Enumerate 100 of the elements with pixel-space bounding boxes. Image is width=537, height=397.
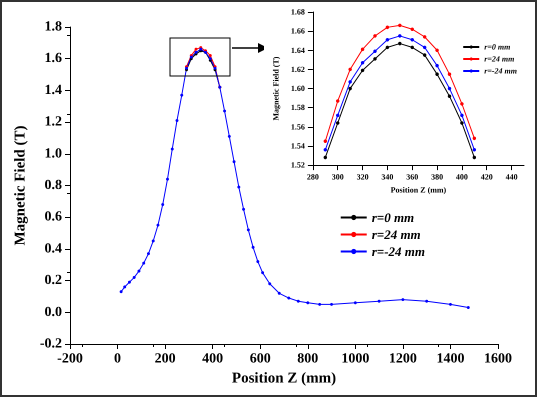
- y-tick-label: 0.2: [44, 273, 62, 288]
- point: [422, 35, 426, 39]
- point: [472, 136, 476, 140]
- point: [401, 298, 404, 302]
- point: [324, 148, 328, 152]
- y-tick-label: 0.4: [44, 241, 62, 256]
- point: [460, 114, 464, 118]
- legend-label: r=24 mm: [372, 227, 421, 242]
- point: [156, 224, 160, 227]
- point: [448, 94, 452, 98]
- point: [373, 34, 377, 38]
- x-tick-label: 800: [297, 352, 318, 366]
- point: [132, 276, 136, 279]
- point: [142, 262, 146, 265]
- y-tick-label: 0.0: [44, 304, 62, 320]
- point: [296, 300, 300, 303]
- legend-label: r=-24 mm: [484, 66, 517, 76]
- y-tick-label: 1.52: [290, 160, 305, 170]
- legend-label: r=-24 mm: [372, 244, 426, 259]
- point: [336, 114, 340, 118]
- y-tick-label: 1.4: [44, 82, 62, 98]
- point: [386, 46, 390, 50]
- x-tick-label: 320: [356, 172, 369, 182]
- point: [336, 121, 340, 125]
- y-tick-label: 1.8: [44, 20, 62, 34]
- y-tick-label: -0.2: [40, 336, 62, 352]
- y-tick-label: 0.8: [44, 178, 62, 193]
- point: [146, 252, 150, 256]
- y-tick-label: 1.56: [290, 122, 305, 132]
- y-tick-label: 1.60: [290, 84, 305, 94]
- point: [386, 38, 390, 42]
- point: [256, 260, 260, 264]
- point: [435, 64, 439, 68]
- x-tick-label: 280: [306, 172, 319, 182]
- x-tick-label: 360: [406, 172, 418, 182]
- point: [318, 302, 322, 306]
- point: [161, 203, 164, 206]
- y-tick-label: 1.66: [290, 26, 305, 36]
- point: [170, 148, 174, 151]
- point: [237, 186, 240, 189]
- point: [448, 302, 452, 306]
- point: [398, 24, 402, 28]
- point: [425, 300, 428, 303]
- point: [306, 301, 310, 304]
- legend-label: r=24 mm: [484, 54, 514, 64]
- point: [278, 292, 281, 295]
- y-tick-label: 1.2: [44, 114, 62, 130]
- point: [252, 246, 255, 249]
- point: [166, 178, 169, 181]
- x-tick-label: 600: [250, 352, 271, 366]
- legend-label: r=0 mm: [372, 210, 414, 225]
- point: [386, 26, 390, 30]
- y-tick-label: 0.6: [44, 210, 62, 225]
- point: [348, 80, 352, 84]
- y-tick-label: 1.58: [290, 103, 305, 112]
- point: [242, 208, 246, 211]
- point: [324, 139, 328, 143]
- point: [398, 34, 402, 38]
- point: [373, 49, 377, 53]
- point: [472, 148, 476, 152]
- x-tick-label: 1600: [484, 352, 512, 366]
- point: [152, 239, 155, 242]
- point: [472, 156, 476, 160]
- x-tick-label: 1200: [388, 352, 417, 366]
- x-tick-label: 200: [154, 352, 176, 366]
- point: [378, 300, 381, 303]
- x-axis-title: Position Z (mm): [390, 186, 447, 194]
- point: [261, 271, 264, 274]
- y-axis-title: Magnetic Field (T): [12, 126, 28, 246]
- point: [128, 280, 131, 284]
- x-tick-label: 300: [332, 172, 344, 182]
- point: [448, 72, 452, 76]
- x-tick-label: 440: [506, 172, 518, 182]
- x-axis-title: Position Z (mm): [232, 370, 336, 386]
- x-tick-label: 400: [202, 352, 224, 366]
- point: [422, 46, 426, 50]
- point: [223, 110, 226, 113]
- x-tick-label: 420: [480, 172, 493, 182]
- point: [180, 94, 184, 97]
- point: [287, 296, 290, 300]
- point: [360, 48, 364, 52]
- point: [194, 48, 198, 51]
- y-tick-label: 1.54: [290, 141, 305, 150]
- point: [348, 86, 352, 90]
- y-tick-label: 1.68: [290, 8, 305, 16]
- point: [435, 48, 439, 52]
- point: [410, 38, 414, 42]
- point: [373, 57, 377, 61]
- y-tick-label: 1.64: [290, 46, 305, 55]
- point: [410, 27, 414, 31]
- point: [466, 306, 470, 310]
- y-tick-label: 1.62: [290, 64, 305, 74]
- point: [336, 99, 340, 103]
- point: [348, 68, 352, 72]
- x-tick-label: 1000: [341, 352, 370, 366]
- x-tick-label: -200: [57, 352, 83, 366]
- point: [354, 301, 357, 304]
- point: [137, 270, 140, 273]
- line-series: [120, 48, 470, 310]
- point: [460, 102, 464, 106]
